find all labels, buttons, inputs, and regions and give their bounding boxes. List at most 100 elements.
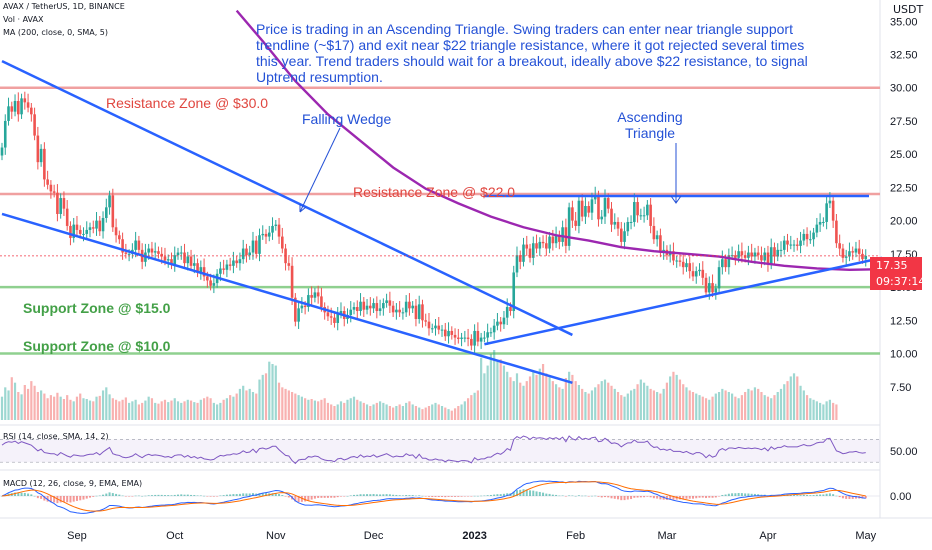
macd-histogram-bar bbox=[636, 496, 639, 498]
candle bbox=[411, 301, 414, 314]
volume-bar bbox=[176, 401, 180, 420]
macd-histogram-bar bbox=[235, 494, 238, 496]
macd-histogram-bar bbox=[183, 494, 186, 496]
macd-histogram-bar bbox=[450, 496, 453, 497]
candle-body bbox=[528, 248, 532, 258]
volume-bar bbox=[466, 398, 470, 420]
candle bbox=[316, 285, 320, 304]
macd-histogram-bar bbox=[72, 496, 75, 502]
volume-bar bbox=[313, 400, 317, 420]
candle bbox=[486, 323, 489, 345]
candle-body bbox=[815, 224, 819, 233]
candle-body bbox=[290, 265, 294, 298]
candle bbox=[460, 332, 463, 347]
volume-bar bbox=[600, 381, 603, 420]
candle bbox=[675, 255, 678, 268]
candle-body bbox=[688, 263, 692, 272]
volume-bar bbox=[584, 392, 587, 420]
candle bbox=[447, 322, 450, 344]
ma-legend[interactable]: MA (200, close, 0, SMA, 5) bbox=[3, 28, 109, 37]
candle-body bbox=[294, 297, 297, 322]
volume-bar bbox=[7, 390, 10, 420]
volume-bar bbox=[128, 402, 131, 420]
y-tick-label: 25.00 bbox=[890, 149, 918, 161]
rsi-legend[interactable]: RSI (14, close, SMA, 14, 2) bbox=[3, 432, 109, 441]
volume-bar bbox=[506, 371, 509, 420]
candle-body bbox=[313, 292, 317, 298]
candle bbox=[267, 225, 271, 242]
candle-body bbox=[114, 227, 118, 236]
macd-histogram-bar bbox=[718, 496, 721, 497]
candle-body bbox=[447, 330, 450, 337]
candle bbox=[453, 328, 457, 345]
volume-bar bbox=[186, 399, 189, 420]
macd-histogram-bar bbox=[711, 496, 714, 498]
volume-bar bbox=[222, 399, 225, 420]
macd-histogram-bar bbox=[457, 496, 460, 497]
volume-bar bbox=[330, 404, 333, 420]
candle-body bbox=[176, 252, 180, 256]
macd-histogram-bar bbox=[460, 496, 463, 497]
candle-body bbox=[238, 259, 242, 264]
candle-body bbox=[3, 120, 7, 148]
macd-legend[interactable]: MACD (12, 26, close, 9, EMA, EMA) bbox=[3, 479, 143, 488]
macd-histogram-bar bbox=[261, 493, 264, 496]
macd-histogram-bar bbox=[366, 494, 369, 496]
volume-bar bbox=[271, 364, 274, 420]
candle bbox=[300, 297, 304, 314]
volume-bar bbox=[744, 392, 747, 420]
candle-body bbox=[437, 325, 441, 330]
macd-histogram-bar bbox=[643, 496, 646, 498]
x-tick-label: Sep bbox=[67, 530, 87, 542]
candle-body bbox=[698, 269, 701, 272]
support-10-label: Support Zone @ $10.0 bbox=[23, 338, 171, 354]
macd-histogram-bar bbox=[111, 493, 114, 496]
volume-bar bbox=[721, 388, 724, 420]
macd-histogram-bar bbox=[131, 496, 134, 497]
candle bbox=[365, 299, 369, 315]
symbol-title[interactable]: AVAX / TetherUS, 1D, BINANCE bbox=[3, 2, 125, 11]
candle-body bbox=[681, 261, 685, 268]
candle bbox=[515, 246, 519, 278]
candle-body bbox=[430, 328, 434, 330]
volume-bar bbox=[232, 396, 235, 420]
candle-body bbox=[587, 206, 590, 213]
macd-histogram-bar bbox=[310, 496, 313, 500]
macd-histogram-bar bbox=[577, 495, 580, 496]
candle-body bbox=[264, 233, 268, 237]
macd-histogram-bar bbox=[53, 496, 56, 503]
volume-legend[interactable]: Vol · AVAX bbox=[3, 15, 44, 24]
macd-histogram-bar bbox=[190, 494, 193, 496]
candle-body bbox=[391, 305, 395, 313]
macd-histogram-bar bbox=[232, 494, 235, 496]
macd-histogram-bar bbox=[600, 496, 603, 498]
rsi-band bbox=[0, 439, 880, 463]
candle-body bbox=[835, 220, 838, 244]
candle bbox=[258, 228, 261, 262]
volume-bar bbox=[763, 395, 766, 420]
volume-bar bbox=[453, 408, 457, 420]
macd-histogram-bar bbox=[802, 494, 805, 496]
macd-signal-line bbox=[1, 481, 866, 512]
candle bbox=[88, 222, 92, 238]
candle-body bbox=[326, 312, 330, 317]
macd-histogram-bar bbox=[20, 492, 23, 496]
ascending-triangle-label: Ascending Triangle bbox=[610, 109, 690, 141]
candle-body bbox=[62, 198, 66, 209]
x-tick-label: Oct bbox=[166, 530, 183, 542]
candle bbox=[613, 213, 617, 230]
candle-body bbox=[782, 240, 786, 250]
volume-bar bbox=[548, 377, 551, 420]
volume-bar bbox=[682, 384, 685, 420]
candle bbox=[310, 286, 313, 306]
macd-histogram-bar bbox=[496, 494, 499, 496]
candle-body bbox=[16, 101, 20, 115]
candle-body bbox=[88, 227, 92, 230]
candle-body bbox=[691, 271, 695, 277]
volume-bar bbox=[502, 365, 506, 420]
volume-bar bbox=[538, 368, 541, 420]
volume-bar bbox=[770, 398, 773, 420]
candle-body bbox=[851, 251, 855, 253]
